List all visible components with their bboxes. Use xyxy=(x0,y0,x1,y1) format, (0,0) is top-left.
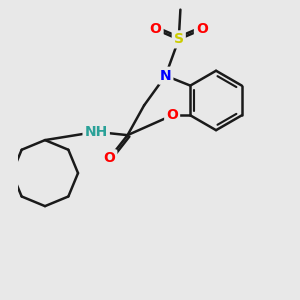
Text: NH: NH xyxy=(85,125,108,139)
Text: O: O xyxy=(150,22,162,37)
Text: O: O xyxy=(103,151,115,165)
Text: O: O xyxy=(196,22,208,37)
Text: O: O xyxy=(166,108,178,122)
Text: N: N xyxy=(160,69,171,83)
Text: S: S xyxy=(174,32,184,46)
